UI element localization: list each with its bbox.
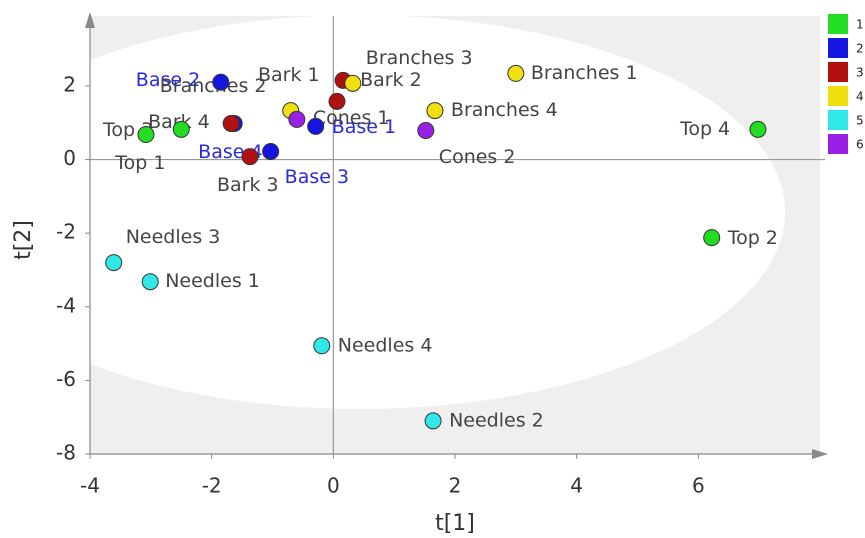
point [241, 148, 259, 166]
legend-swatch [828, 86, 848, 106]
legend-label: 2 [856, 42, 864, 56]
point [703, 229, 721, 247]
point [105, 254, 123, 272]
point [313, 337, 331, 355]
point-label: Base 2 [136, 69, 200, 91]
legend-label: 1 [856, 18, 864, 32]
y-axis-arrow [85, 12, 95, 28]
point-label: Branches 4 [451, 99, 558, 121]
legend-swatch [828, 110, 848, 130]
legend-label: 3 [856, 66, 864, 80]
point [172, 120, 190, 138]
x-tick-label: 6 [692, 474, 705, 498]
point-label: Branches 2 [160, 75, 267, 97]
y-tick-label: 0 [63, 146, 76, 170]
point-label: Needles 1 [165, 270, 260, 292]
point-label: Bark 1 [258, 64, 320, 86]
point [417, 121, 435, 139]
point [137, 126, 155, 144]
point [344, 74, 362, 92]
legend-swatch [828, 14, 848, 34]
point-label: Bark 2 [360, 69, 422, 91]
x-tick-label: 2 [449, 474, 462, 498]
point-label: Base 3 [285, 166, 349, 188]
point-label: Needles 2 [449, 409, 544, 431]
point [222, 114, 240, 132]
legend-swatch [828, 62, 848, 82]
point [426, 102, 444, 120]
point-label: Cones 2 [439, 146, 516, 168]
point [141, 273, 159, 291]
point-label: Top 1 [114, 152, 165, 174]
point-label: Needles 3 [126, 226, 221, 248]
legend-label: 4 [856, 90, 864, 104]
y-tick-label: -6 [56, 367, 76, 391]
point [262, 142, 280, 160]
legend-label: 5 [856, 114, 864, 128]
y-tick-label: 2 [63, 72, 76, 96]
x-tick-label: -2 [202, 474, 222, 498]
x-axis-arrow [812, 449, 828, 459]
point-label: Bark 3 [217, 174, 279, 196]
point-label: Branches 3 [366, 47, 473, 69]
point-label: Needles 4 [338, 334, 433, 356]
legend-label: 6 [856, 138, 864, 152]
x-axis-label: t[1] [435, 511, 475, 536]
confidence-ellipse [90, 16, 785, 409]
point-label: Branches 1 [531, 62, 638, 84]
y-tick-label: -2 [56, 220, 76, 244]
y-axis-label: t[2] [11, 220, 36, 260]
point-label: Top 2 [727, 227, 778, 249]
point [507, 64, 525, 82]
point-label: Cones 1 [313, 107, 390, 129]
point [749, 120, 767, 138]
x-tick-label: -4 [80, 474, 100, 498]
x-tick-label: 4 [570, 474, 583, 498]
point [424, 412, 442, 430]
point-label: Base 1 [332, 116, 396, 138]
point [288, 110, 306, 128]
point [307, 117, 325, 135]
point [328, 92, 346, 110]
point [212, 73, 230, 91]
y-tick-label: -8 [56, 441, 76, 465]
y-tick-label: -4 [56, 293, 76, 317]
legend-swatch [828, 38, 848, 58]
legend-swatch [828, 134, 848, 154]
x-tick-label: 0 [327, 474, 340, 498]
point-label: Top 4 [679, 118, 730, 140]
